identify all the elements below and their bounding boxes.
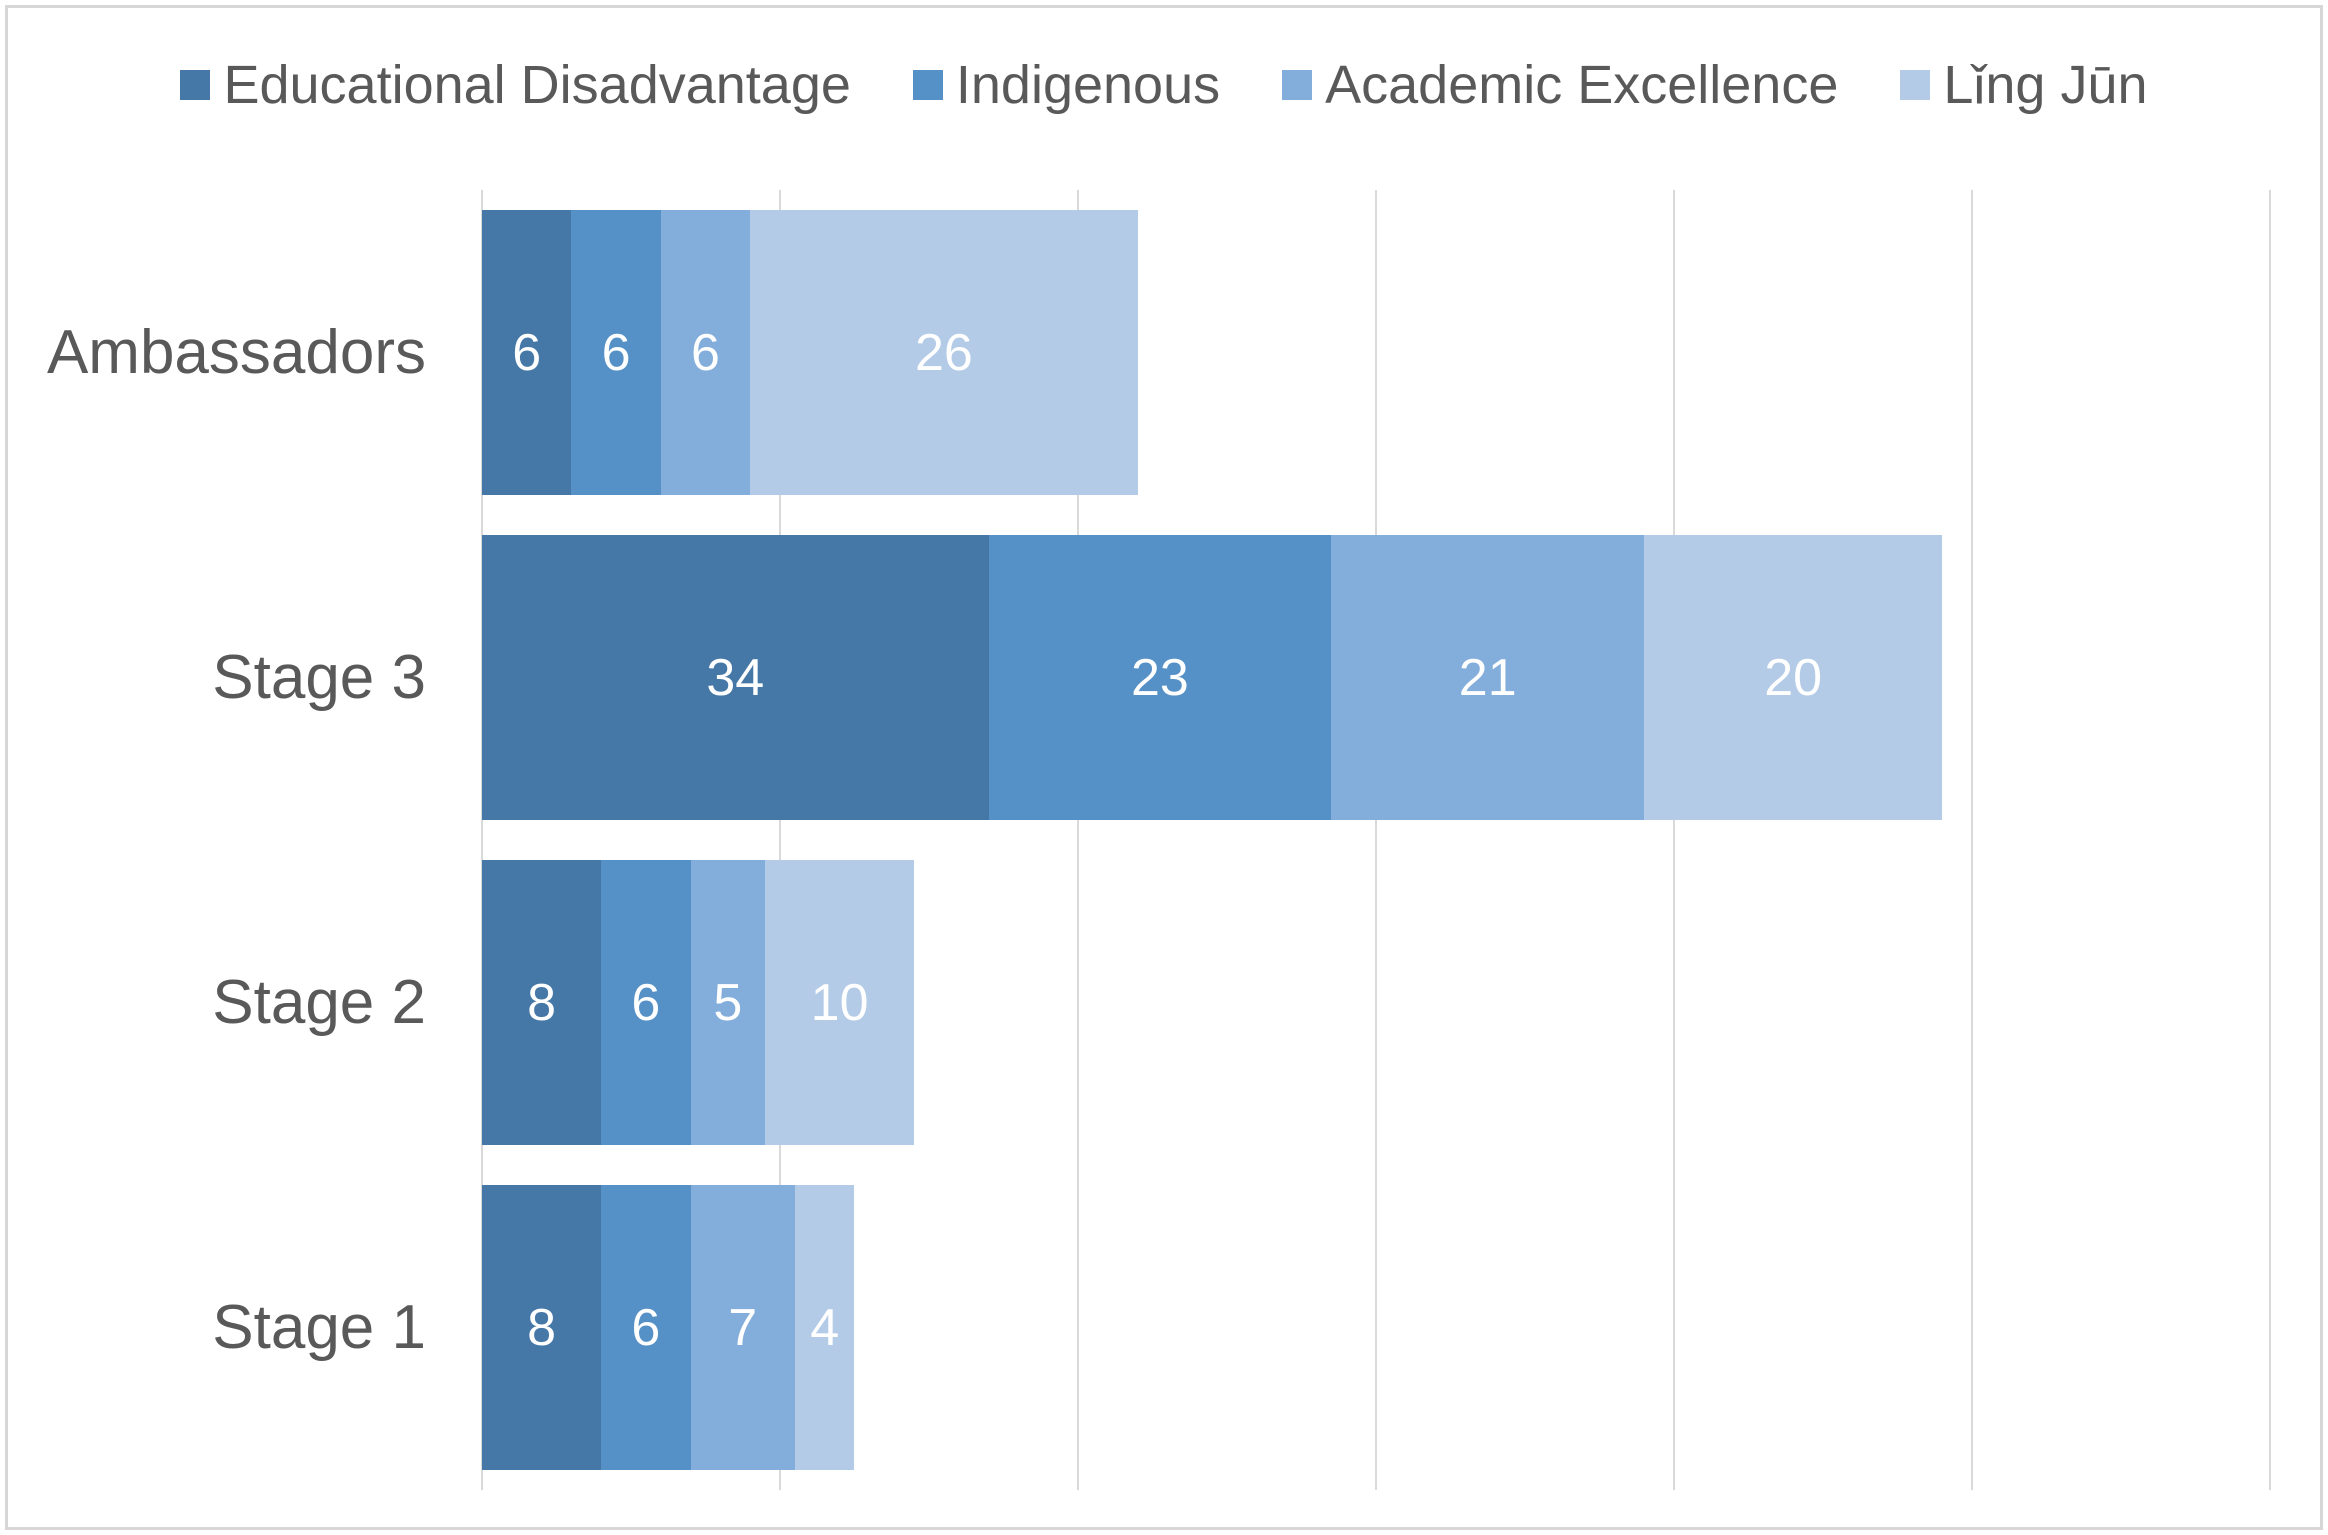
bar-segment: 6 [601, 860, 691, 1145]
bar-value-label: 34 [706, 648, 765, 707]
gridline-x-40 [1076, 190, 1079, 1490]
bar-segment: 34 [482, 535, 989, 820]
bar-segment: 7 [690, 1185, 795, 1470]
bar-row-stage-2: Stage 2 8 6 5 10 [212, 840, 2270, 1165]
bar-segment: 8 [482, 860, 602, 1145]
gridline-x-20 [778, 190, 781, 1490]
bar-segment: 6 [601, 1185, 691, 1470]
gridline-x-80 [1672, 190, 1675, 1490]
bar-segment: 20 [1644, 535, 1943, 820]
gridline-x-60 [1375, 190, 1377, 1490]
legend-label: Academic Excellence [1325, 55, 1839, 115]
bar-value-label: 8 [527, 973, 557, 1032]
bar-value-label: 23 [1131, 648, 1189, 707]
bar-row-stage-3: Stage 3 34 23 21 20 [212, 515, 2270, 840]
legend-label: Lǐng Jūn [1943, 55, 2148, 115]
bar-value-label: 6 [631, 1298, 661, 1357]
bar-value-label: 6 [631, 973, 661, 1032]
bar-value-label: 5 [713, 973, 743, 1032]
bar-value-label: 4 [810, 1298, 840, 1357]
category-label: Stage 1 [212, 1292, 426, 1362]
stacked-bar: 34 23 21 20 [482, 535, 1943, 820]
stacked-bar: 8 6 5 10 [482, 860, 915, 1145]
bar-value-label: 7 [728, 1298, 758, 1357]
bar-segment: 23 [988, 535, 1332, 820]
bar-value-label: 10 [810, 973, 869, 1032]
bar-segment: 6 [660, 210, 751, 495]
bar-segment: 8 [482, 1185, 602, 1470]
bar-row-ambassadors: Ambassadors 6 6 6 26 [47, 190, 2270, 515]
gridline-x-120 [2269, 190, 2271, 1490]
category-label: Ambassadors [46, 317, 426, 387]
legend-item-3: Academic Excellence [1282, 58, 1838, 112]
bar-value-label: 8 [527, 1298, 557, 1357]
bar-segment: 21 [1331, 535, 1645, 820]
legend-swatch-icon [912, 70, 943, 100]
bar-value-label: 6 [691, 323, 720, 382]
bar-segment: 6 [571, 210, 661, 495]
legend-item-1: Educational Disadvantage [180, 55, 851, 115]
legend-label: Indigenous [955, 55, 1221, 115]
bar-value-label: 20 [1764, 648, 1823, 707]
bar-segment: 26 [750, 210, 1138, 495]
bar-value-label: 21 [1458, 648, 1517, 707]
gridline-x-100 [1971, 190, 1973, 1490]
gridline-x-0 [481, 190, 483, 1490]
legend-item-4: Lǐng Jūn [1900, 55, 2148, 115]
bar-value-label: 6 [512, 323, 542, 382]
legend-swatch-icon [1900, 70, 1931, 100]
chart-legend: Educational Disadvantage Indigenous Academ… [0, 50, 2328, 120]
legend-swatch-icon [180, 70, 211, 100]
category-label: Stage 3 [212, 642, 426, 712]
stacked-bar: 6 6 6 26 [482, 210, 1138, 495]
legend-item-2: Indigenous [912, 55, 1221, 115]
bar-value-label: 6 [601, 323, 631, 382]
bar-segment: 5 [690, 860, 766, 1145]
bar-segment: 6 [482, 210, 572, 495]
bar-value-label: 26 [914, 323, 973, 382]
legend-label: Educational Disadvantage [223, 55, 851, 115]
legend-swatch-icon [1282, 70, 1313, 100]
bar-segment: 10 [765, 860, 915, 1145]
bar-segment: 4 [794, 1185, 855, 1470]
category-label: Stage 2 [212, 967, 426, 1037]
